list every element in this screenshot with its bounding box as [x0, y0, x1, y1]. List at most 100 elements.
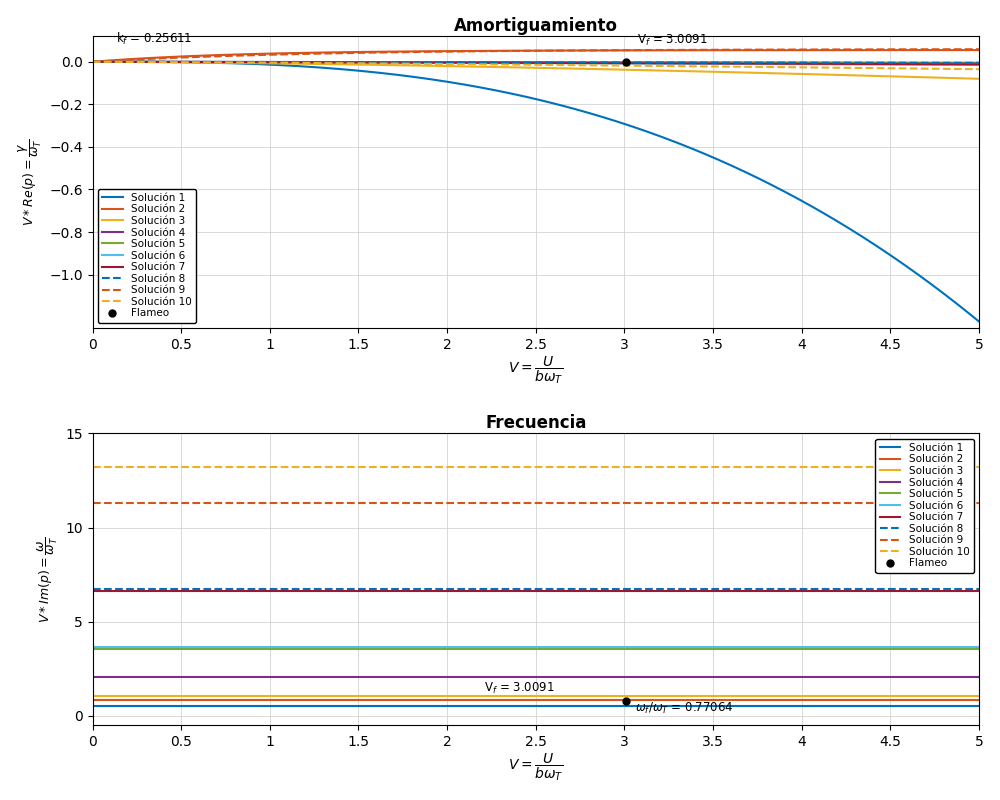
Solución 9 [87, 498, 99, 508]
Solución 3 [973, 74, 985, 83]
Solución 6 [244, 58, 256, 67]
Solución 5 [244, 58, 256, 67]
Solución 3 [488, 62, 500, 72]
Solución 2 [609, 46, 621, 55]
Solución 10 [754, 462, 766, 472]
Solución 7 [754, 58, 766, 68]
Solución 10 [488, 462, 500, 472]
Line: Solución 9: Solución 9 [93, 50, 979, 62]
Solución 2 [244, 50, 256, 59]
Solución 6 [973, 642, 985, 652]
Solución 7 [488, 58, 500, 67]
Solución 6 [679, 59, 691, 69]
Solución 5 [609, 644, 621, 654]
Solución 4 [973, 672, 985, 682]
Solución 7 [973, 586, 985, 596]
Solución 8 [754, 584, 766, 594]
Solución 9 [315, 49, 327, 58]
Solución 3 [87, 57, 99, 66]
Solución 10 [87, 57, 99, 66]
Solución 5 [244, 644, 256, 654]
Solución 2 [315, 48, 327, 58]
Solución 6 [87, 642, 99, 652]
Solución 1 [973, 702, 985, 711]
Solución 5 [315, 644, 327, 654]
Solución 1 [488, 702, 500, 711]
Solución 9 [679, 498, 691, 508]
Text: V$_f$ = 3.0091: V$_f$ = 3.0091 [484, 681, 555, 696]
Solución 8 [679, 58, 691, 67]
Solución 9 [315, 498, 327, 508]
Solución 7 [609, 58, 621, 68]
Solución 2 [973, 46, 985, 55]
Solución 2 [973, 695, 985, 705]
Text: $\omega_f / \omega_T$ = 0.77064: $\omega_f / \omega_T$ = 0.77064 [635, 701, 733, 716]
Solución 2 [87, 695, 99, 705]
Solución 1 [87, 57, 99, 66]
Solución 4 [488, 58, 500, 67]
Solución 7 [87, 57, 99, 66]
Solución 9 [609, 46, 621, 55]
Solución 1 [87, 702, 99, 711]
Legend: Solución 1, Solución 2, Solución 3, Solución 4, Solución 5, Solución 6, Solución: Solución 1, Solución 2, Solución 3, Solu… [98, 189, 196, 322]
Solución 1 [679, 141, 691, 150]
Solución 9 [244, 50, 256, 60]
Solución 3 [973, 691, 985, 701]
Line: Solución 10: Solución 10 [93, 62, 979, 70]
Solución 5 [87, 644, 99, 654]
Solución 8 [87, 584, 99, 594]
Line: Solución 3: Solución 3 [93, 62, 979, 78]
Solución 5 [488, 644, 500, 654]
Solución 3 [609, 691, 621, 701]
Solución 6 [973, 60, 985, 70]
Solución 8 [973, 58, 985, 68]
Solución 4 [244, 672, 256, 682]
Solución 4 [87, 57, 99, 66]
Solución 8 [754, 58, 766, 67]
Solución 9 [244, 498, 256, 508]
Solución 10 [973, 462, 985, 472]
Solución 7 [754, 586, 766, 596]
Solución 3 [679, 66, 691, 76]
Solución 7 [87, 586, 99, 596]
Text: V$_f$ = 3.0091: V$_f$ = 3.0091 [637, 33, 707, 48]
Solución 5 [488, 58, 500, 67]
Solución 5 [754, 58, 766, 68]
Solución 1 [609, 116, 621, 126]
Solución 8 [488, 58, 500, 67]
Solución 10 [315, 462, 327, 472]
Solución 7 [244, 586, 256, 596]
X-axis label: $V = \dfrac{U}{b\omega_T}$: $V = \dfrac{U}{b\omega_T}$ [508, 354, 564, 386]
Solución 1 [609, 702, 621, 711]
Solución 4 [754, 58, 766, 67]
Solución 3 [754, 691, 766, 701]
Solución 4 [609, 58, 621, 67]
Solución 4 [488, 672, 500, 682]
Solución 7 [973, 59, 985, 69]
Line: Solución 5: Solución 5 [93, 62, 979, 63]
Solución 4 [87, 672, 99, 682]
Solución 2 [679, 46, 691, 55]
Solución 9 [973, 45, 985, 54]
Solución 3 [244, 691, 256, 701]
Solución 2 [609, 695, 621, 705]
Y-axis label: $V * Re(p) = \dfrac{\gamma}{\omega_T}$: $V * Re(p) = \dfrac{\gamma}{\omega_T}$ [17, 138, 44, 226]
Solución 10 [754, 62, 766, 72]
Solución 3 [488, 691, 500, 701]
Solución 5 [973, 644, 985, 654]
Solución 9 [488, 498, 500, 508]
Solución 7 [488, 586, 500, 596]
Solución 10 [609, 462, 621, 472]
Solución 8 [609, 584, 621, 594]
Solución 8 [679, 584, 691, 594]
Solución 1 [488, 85, 500, 94]
Solución 3 [754, 68, 766, 78]
Solución 9 [973, 498, 985, 508]
Solución 1 [754, 702, 766, 711]
Solución 2 [87, 57, 99, 66]
Solución 8 [244, 584, 256, 594]
Solución 5 [679, 58, 691, 68]
Solución 9 [488, 46, 500, 56]
Solución 10 [488, 60, 500, 70]
Solución 1 [754, 174, 766, 184]
